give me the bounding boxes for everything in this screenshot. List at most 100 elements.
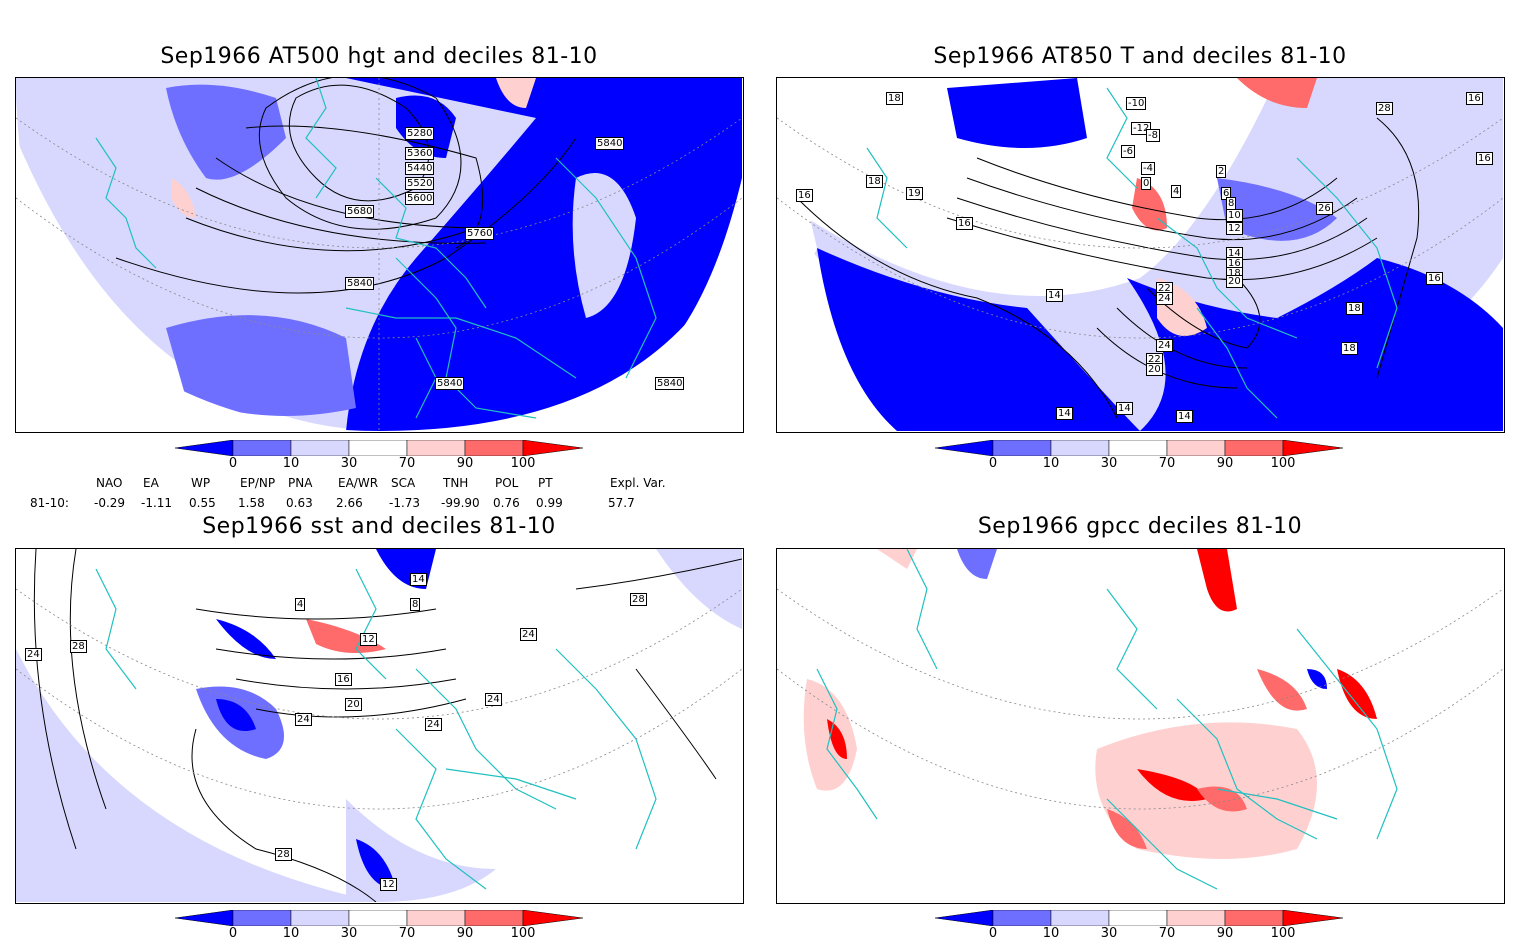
contour-label: 5280 xyxy=(405,127,435,140)
colorbar-hgt500: 0 10 30 70 90 100 xyxy=(174,439,585,474)
colorbar-tick-label: 30 xyxy=(1100,456,1118,471)
index-value: -1.11 xyxy=(141,496,173,510)
colorbar-swatch-0 xyxy=(174,439,234,457)
map-hgt500-graphic xyxy=(16,78,742,431)
contour-label: 16 xyxy=(1476,152,1493,165)
map-t850-graphic xyxy=(777,78,1503,431)
contour-label: 16 xyxy=(1426,272,1443,285)
map-gpcc xyxy=(776,548,1505,904)
colorbar-swatch-3 xyxy=(348,909,408,927)
contour-label: 14 xyxy=(410,573,427,586)
contour-label: 5760 xyxy=(465,227,495,240)
contour-label: 8 xyxy=(410,598,421,611)
colorbar-tick-label: 10 xyxy=(282,926,300,941)
panel-title-t850: Sep1966 AT850 T and deciles 81-10 xyxy=(933,44,1347,69)
colorbar-tick-label: 0 xyxy=(228,926,238,941)
contour-label: 16 xyxy=(1466,92,1483,105)
colorbar-swatch-4 xyxy=(406,909,466,927)
contour-label: 20 xyxy=(1226,275,1243,288)
colorbar-tick-label: 70 xyxy=(398,456,416,471)
contour-label: 5840 xyxy=(435,377,465,390)
index-name: PNA xyxy=(288,476,313,490)
colorbar-swatch-5 xyxy=(464,439,524,457)
contour-label: 16 xyxy=(796,189,813,202)
index-name: EA xyxy=(143,476,159,490)
contour-label: -8 xyxy=(1146,129,1160,142)
panel-title-gpcc: Sep1966 gpcc deciles 81-10 xyxy=(977,514,1303,539)
contour-label: 18 xyxy=(866,175,883,188)
contour-label: 24 xyxy=(1156,292,1173,305)
index-value: 0.76 xyxy=(493,496,520,510)
colorbar-sst: 0 10 30 70 90 100 xyxy=(174,909,585,944)
index-value: 57.7 xyxy=(608,496,635,510)
map-sst xyxy=(15,548,744,904)
panel-title-sst: Sep1966 sst and deciles 81-10 xyxy=(202,514,556,539)
indices-row-label: 81-10: xyxy=(30,496,69,510)
colorbar-swatch-2 xyxy=(290,909,350,927)
colorbar-swatch-5 xyxy=(464,909,524,927)
contour-label: 12 xyxy=(380,878,397,891)
contour-label: -6 xyxy=(1121,145,1135,158)
colorbar-tick-label: 100 xyxy=(1270,926,1296,941)
colorbar-tick-label: 10 xyxy=(1042,926,1060,941)
colorbar-swatch-2 xyxy=(1050,439,1110,457)
colorbar-swatches xyxy=(174,909,584,927)
contour-label: 28 xyxy=(1376,102,1393,115)
index-name: NAO xyxy=(96,476,123,490)
contour-label: 5360 xyxy=(405,147,435,160)
contour-label: 24 xyxy=(295,713,312,726)
contour-label: 4 xyxy=(1171,185,1182,198)
colorbar-t850: 0 10 30 70 90 100 xyxy=(934,439,1345,474)
colorbar-swatches xyxy=(934,439,1344,457)
colorbar-tick-label: 70 xyxy=(1158,926,1176,941)
index-name: TNH xyxy=(443,476,469,490)
contour-label: 12 xyxy=(360,633,377,646)
contour-label: 16 xyxy=(956,217,973,230)
map-t850 xyxy=(776,77,1505,433)
colorbar-swatch-4 xyxy=(406,439,466,457)
colorbar-tick-label: 100 xyxy=(510,926,536,941)
colorbar-tick-label: 90 xyxy=(1216,456,1234,471)
index-name: PT xyxy=(538,476,553,490)
colorbar-swatch-0 xyxy=(934,439,994,457)
index-name: EP/NP xyxy=(240,476,276,490)
contour-label: 5840 xyxy=(655,377,685,390)
contour-label: 28 xyxy=(630,593,647,606)
map-gpcc-graphic xyxy=(777,549,1503,902)
index-value: -0.29 xyxy=(94,496,126,510)
contour-label: 10 xyxy=(1226,209,1243,222)
contour-label: 28 xyxy=(275,848,292,861)
contour-label: 5680 xyxy=(345,205,375,218)
index-name: WP xyxy=(191,476,211,490)
colorbar-swatch-1 xyxy=(992,909,1052,927)
index-value: 0.63 xyxy=(286,496,313,510)
contour-label: -10 xyxy=(1126,97,1147,110)
colorbar-swatch-6 xyxy=(1282,909,1344,927)
contour-label: -4 xyxy=(1141,162,1155,175)
colorbar-gpcc: 0 10 30 70 90 100 xyxy=(934,909,1345,944)
contour-label: 18 xyxy=(1341,342,1358,355)
index-value: -99.90 xyxy=(441,496,480,510)
colorbar-tick-label: 70 xyxy=(1158,456,1176,471)
colorbar-tick-label: 10 xyxy=(282,456,300,471)
index-name: Expl. Var. xyxy=(610,476,666,490)
colorbar-swatch-1 xyxy=(232,909,292,927)
colorbar-swatch-1 xyxy=(992,439,1052,457)
colorbar-swatch-5 xyxy=(1224,439,1284,457)
contour-label: 24 xyxy=(1156,339,1173,352)
colorbar-swatch-6 xyxy=(522,439,584,457)
colorbar-tick-label: 0 xyxy=(228,456,238,471)
map-hgt500 xyxy=(15,77,744,433)
colorbar-swatch-6 xyxy=(522,909,584,927)
colorbar-swatch-0 xyxy=(174,909,234,927)
colorbar-swatch-4 xyxy=(1166,439,1226,457)
contour-label: 18 xyxy=(1346,302,1363,315)
colorbar-tick-label: 90 xyxy=(456,456,474,471)
colorbar-swatch-4 xyxy=(1166,909,1226,927)
index-value: 2.66 xyxy=(336,496,363,510)
teleconnection-indices: 81-10: NAO -0.29 EA -1.11 WP 0.55 EP/NP 1.58 PNA… xyxy=(0,474,760,514)
contour-label: 20 xyxy=(1146,363,1163,376)
colorbar-swatches xyxy=(174,439,584,457)
colorbar-swatches xyxy=(934,909,1344,927)
colorbar-swatch-2 xyxy=(290,439,350,457)
